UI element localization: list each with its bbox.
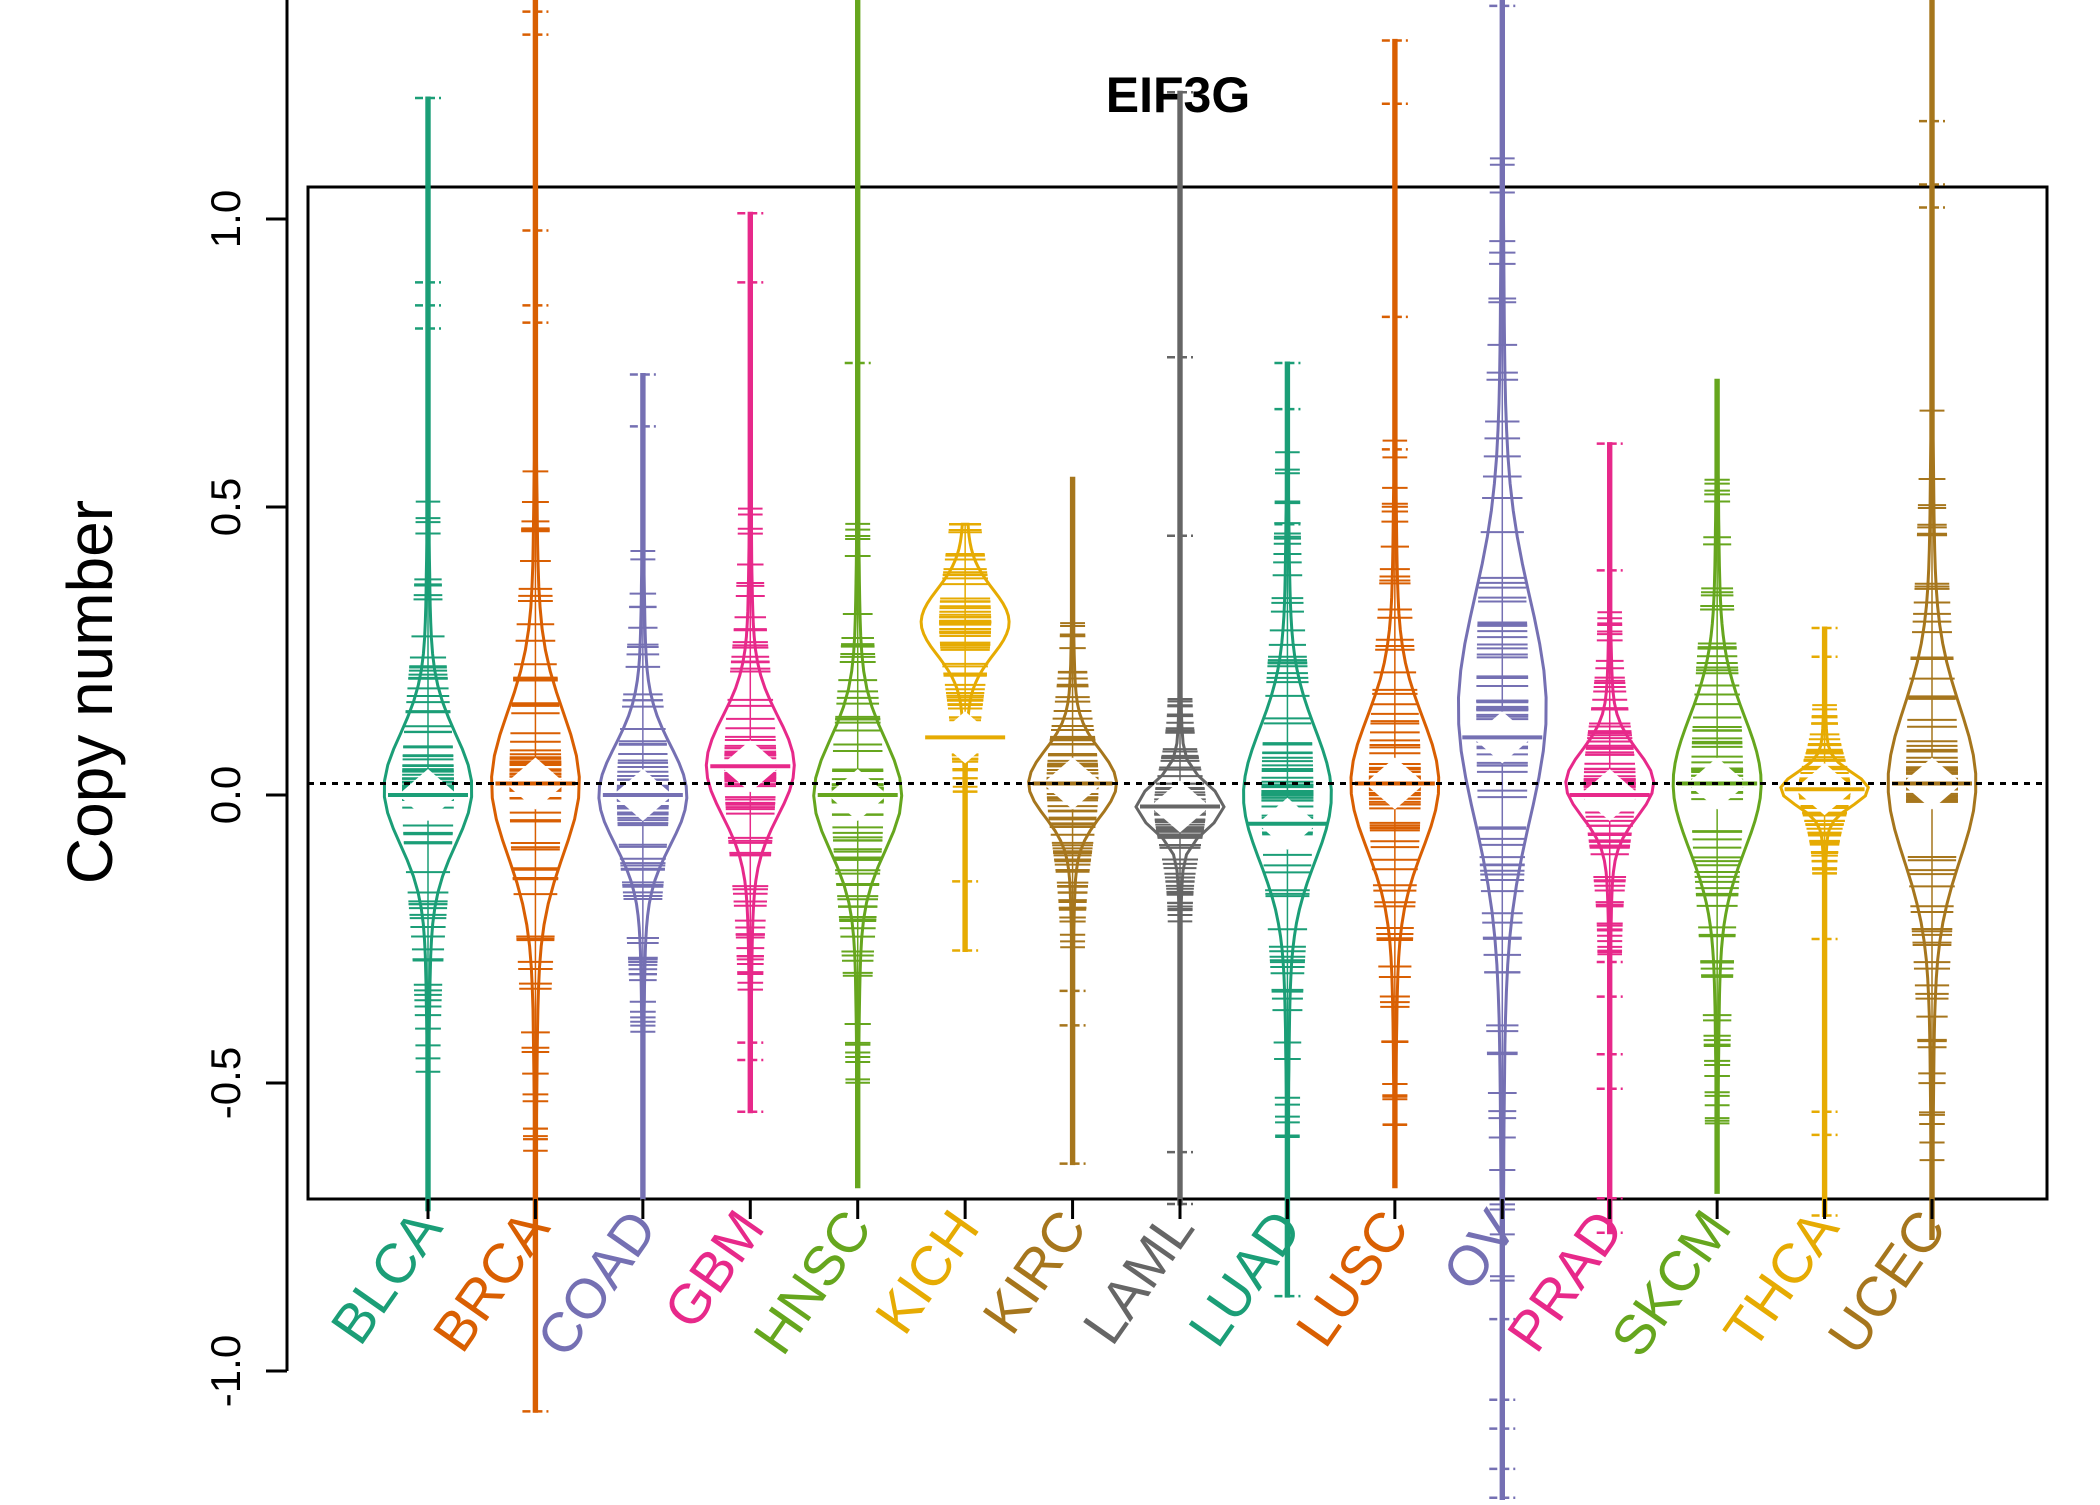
x-tick-label-skcm: SKCM [1599, 1199, 1743, 1368]
bean-kirc [1027, 476, 1119, 1166]
bean-blca [382, 96, 474, 1212]
bean-thca [1779, 626, 1870, 1217]
y-tick-label: -0.5 [202, 1047, 249, 1119]
bean-ucec [1886, 0, 1978, 1240]
y-tick-label: 0.5 [202, 478, 249, 536]
y-axis: -1.0-0.50.00.51.01.52.0 [202, 0, 289, 1407]
x-tick-label-ov: OV [1430, 1198, 1528, 1301]
bean-hnsc [812, 0, 904, 1189]
x-tick-label-lusc: LUSC [1283, 1199, 1420, 1358]
bean-coad [597, 373, 689, 1200]
x-tick-label-coad: COAD [524, 1199, 668, 1368]
y-tick-label: 0.0 [202, 766, 249, 824]
bean-density [490, 0, 581, 1413]
bean-brca [490, 0, 581, 1413]
bean-luad [1242, 361, 1333, 1298]
y-tick-label: -1.0 [202, 1335, 249, 1407]
bean-density [1886, 0, 1978, 1240]
bean-density [1456, 0, 1548, 1505]
y-tick-label: 1.0 [202, 190, 249, 248]
x-tick-label-kich: KICH [863, 1199, 991, 1345]
bean-laml [1134, 90, 1226, 1206]
x-tick-label-laml: LAML [1070, 1199, 1206, 1355]
bean-prad [1564, 442, 1656, 1235]
bean-density [1671, 378, 1763, 1194]
x-tick-label-ucec: UCEC [1815, 1199, 1958, 1365]
x-tick-label-hnsc: HNSC [741, 1199, 884, 1365]
x-tick-label-luad: LUAD [1176, 1199, 1313, 1358]
bean-gbm [704, 211, 796, 1114]
bean-kich [919, 522, 1011, 952]
bean-skcm [1671, 378, 1763, 1194]
y-axis-label: Copy number [54, 500, 126, 884]
bean-lusc [1349, 38, 1441, 1189]
